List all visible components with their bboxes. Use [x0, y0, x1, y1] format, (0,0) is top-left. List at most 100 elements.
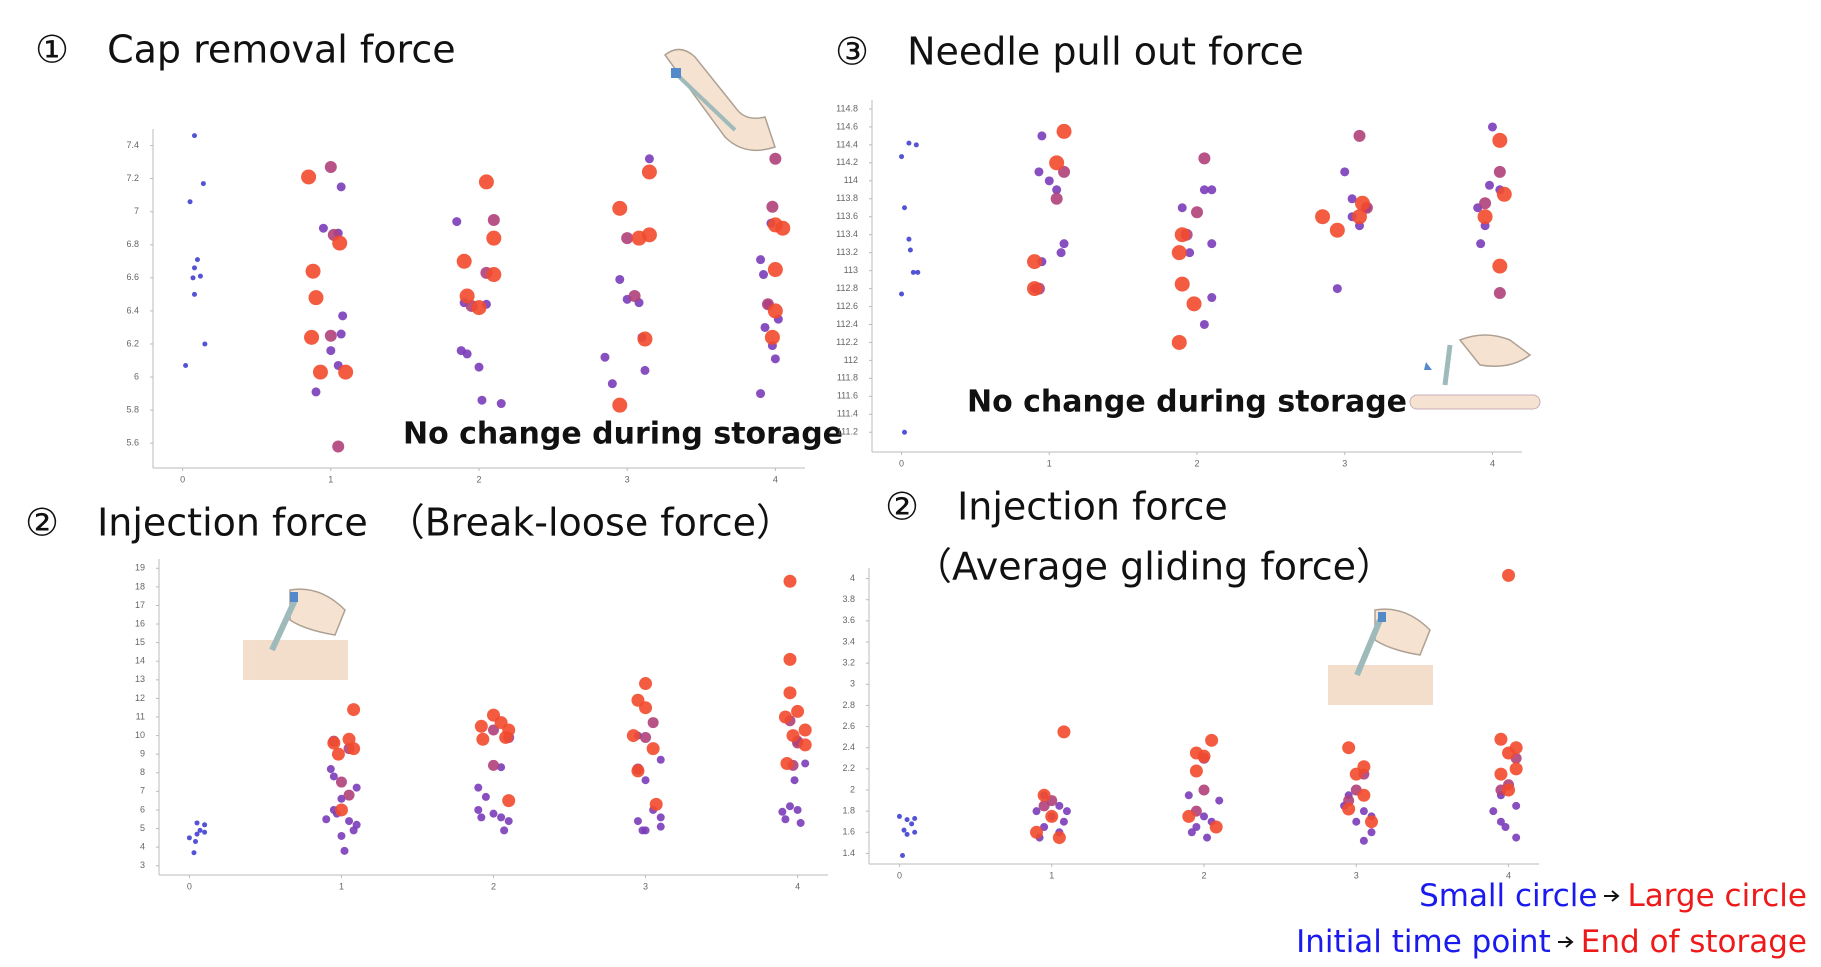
point: [791, 705, 804, 718]
point: [640, 732, 651, 743]
point: [642, 227, 657, 242]
x-tick-label: 2: [476, 474, 481, 484]
point: [195, 257, 200, 262]
point: [1207, 185, 1216, 194]
point: [345, 817, 353, 825]
point: [779, 711, 792, 724]
point: [1512, 834, 1520, 842]
point: [202, 830, 207, 835]
point: [1333, 284, 1342, 293]
point: [1492, 133, 1507, 148]
point: [908, 247, 913, 252]
point: [1489, 807, 1497, 815]
chart-title: ① Cap removal force: [35, 28, 456, 72]
point: [600, 353, 609, 362]
point: [608, 379, 617, 388]
point: [337, 832, 345, 840]
point: [1357, 789, 1370, 802]
point: [500, 826, 508, 834]
y-tick-label: 1.6: [842, 827, 855, 837]
y-tick-label: 6: [140, 804, 145, 814]
y-tick-label: 3: [850, 679, 855, 689]
point: [1494, 733, 1507, 746]
point: [791, 776, 799, 784]
y-tick-label: 111.2: [837, 427, 858, 437]
y-tick-label: 8: [140, 767, 145, 777]
y-tick-label: 6.8: [126, 239, 139, 249]
y-tick-label: 114: [844, 175, 858, 185]
point: [781, 815, 789, 823]
point: [657, 823, 665, 831]
point: [629, 290, 641, 302]
y-tick-label: 2.2: [842, 763, 855, 773]
point: [486, 267, 501, 282]
point: [1203, 834, 1211, 842]
point: [1057, 124, 1072, 139]
point: [799, 738, 812, 751]
point: [1502, 569, 1515, 582]
y-tick-label: 10: [135, 730, 145, 740]
point: [344, 790, 355, 801]
point: [1038, 789, 1051, 802]
point: [639, 826, 647, 834]
note-from: Initial time point: [1296, 919, 1551, 965]
y-tick-label: 5.8: [126, 404, 139, 414]
point: [902, 828, 907, 833]
point: [1057, 725, 1070, 738]
point: [1342, 803, 1355, 816]
point: [639, 677, 652, 690]
y-tick-label: 112: [844, 355, 858, 365]
point: [899, 291, 904, 296]
point: [1175, 277, 1190, 292]
point: [645, 154, 654, 163]
point: [1199, 785, 1210, 796]
point: [502, 794, 515, 807]
annotation: No change during storage: [403, 417, 843, 452]
point: [1207, 239, 1216, 248]
point: [647, 742, 660, 755]
point: [312, 387, 321, 396]
point: [335, 803, 348, 816]
point: [650, 798, 663, 811]
y-tick-label: 5: [140, 823, 145, 833]
point: [1034, 167, 1043, 176]
point: [639, 701, 652, 714]
point: [1494, 287, 1506, 299]
x-tick-label: 4: [1490, 458, 1495, 468]
y-tick-label: 113.4: [836, 229, 858, 239]
point: [765, 330, 780, 345]
y-tick-label: 113: [844, 265, 858, 275]
point: [1172, 335, 1187, 350]
y-tick-label: 4: [850, 573, 855, 583]
point: [195, 820, 200, 825]
point: [1207, 293, 1216, 302]
point: [198, 274, 203, 279]
point: [1049, 155, 1064, 170]
point: [325, 161, 337, 173]
y-tick-label: 7: [134, 206, 139, 216]
point: [301, 169, 316, 184]
y-tick-label: 7: [140, 786, 145, 796]
point: [195, 832, 200, 837]
point: [1488, 122, 1497, 131]
point: [482, 793, 490, 801]
y-tick-label: 2.8: [842, 700, 855, 710]
point: [759, 270, 768, 279]
y-tick-label: 6.2: [126, 338, 139, 348]
x-tick-label: 2: [1194, 458, 1199, 468]
point: [192, 265, 197, 270]
point: [322, 815, 330, 823]
x-tick-label: 2: [491, 881, 496, 891]
point: [799, 724, 812, 737]
y-tick-label: 4: [140, 841, 145, 851]
point: [902, 205, 907, 210]
y-tick-label: 2.6: [842, 721, 855, 731]
point: [760, 323, 769, 332]
point: [319, 224, 328, 233]
point: [183, 363, 188, 368]
chart-title: ② Injection force: [885, 485, 1228, 529]
point: [768, 217, 783, 232]
point: [192, 292, 197, 297]
point: [337, 182, 346, 191]
point: [497, 813, 505, 821]
